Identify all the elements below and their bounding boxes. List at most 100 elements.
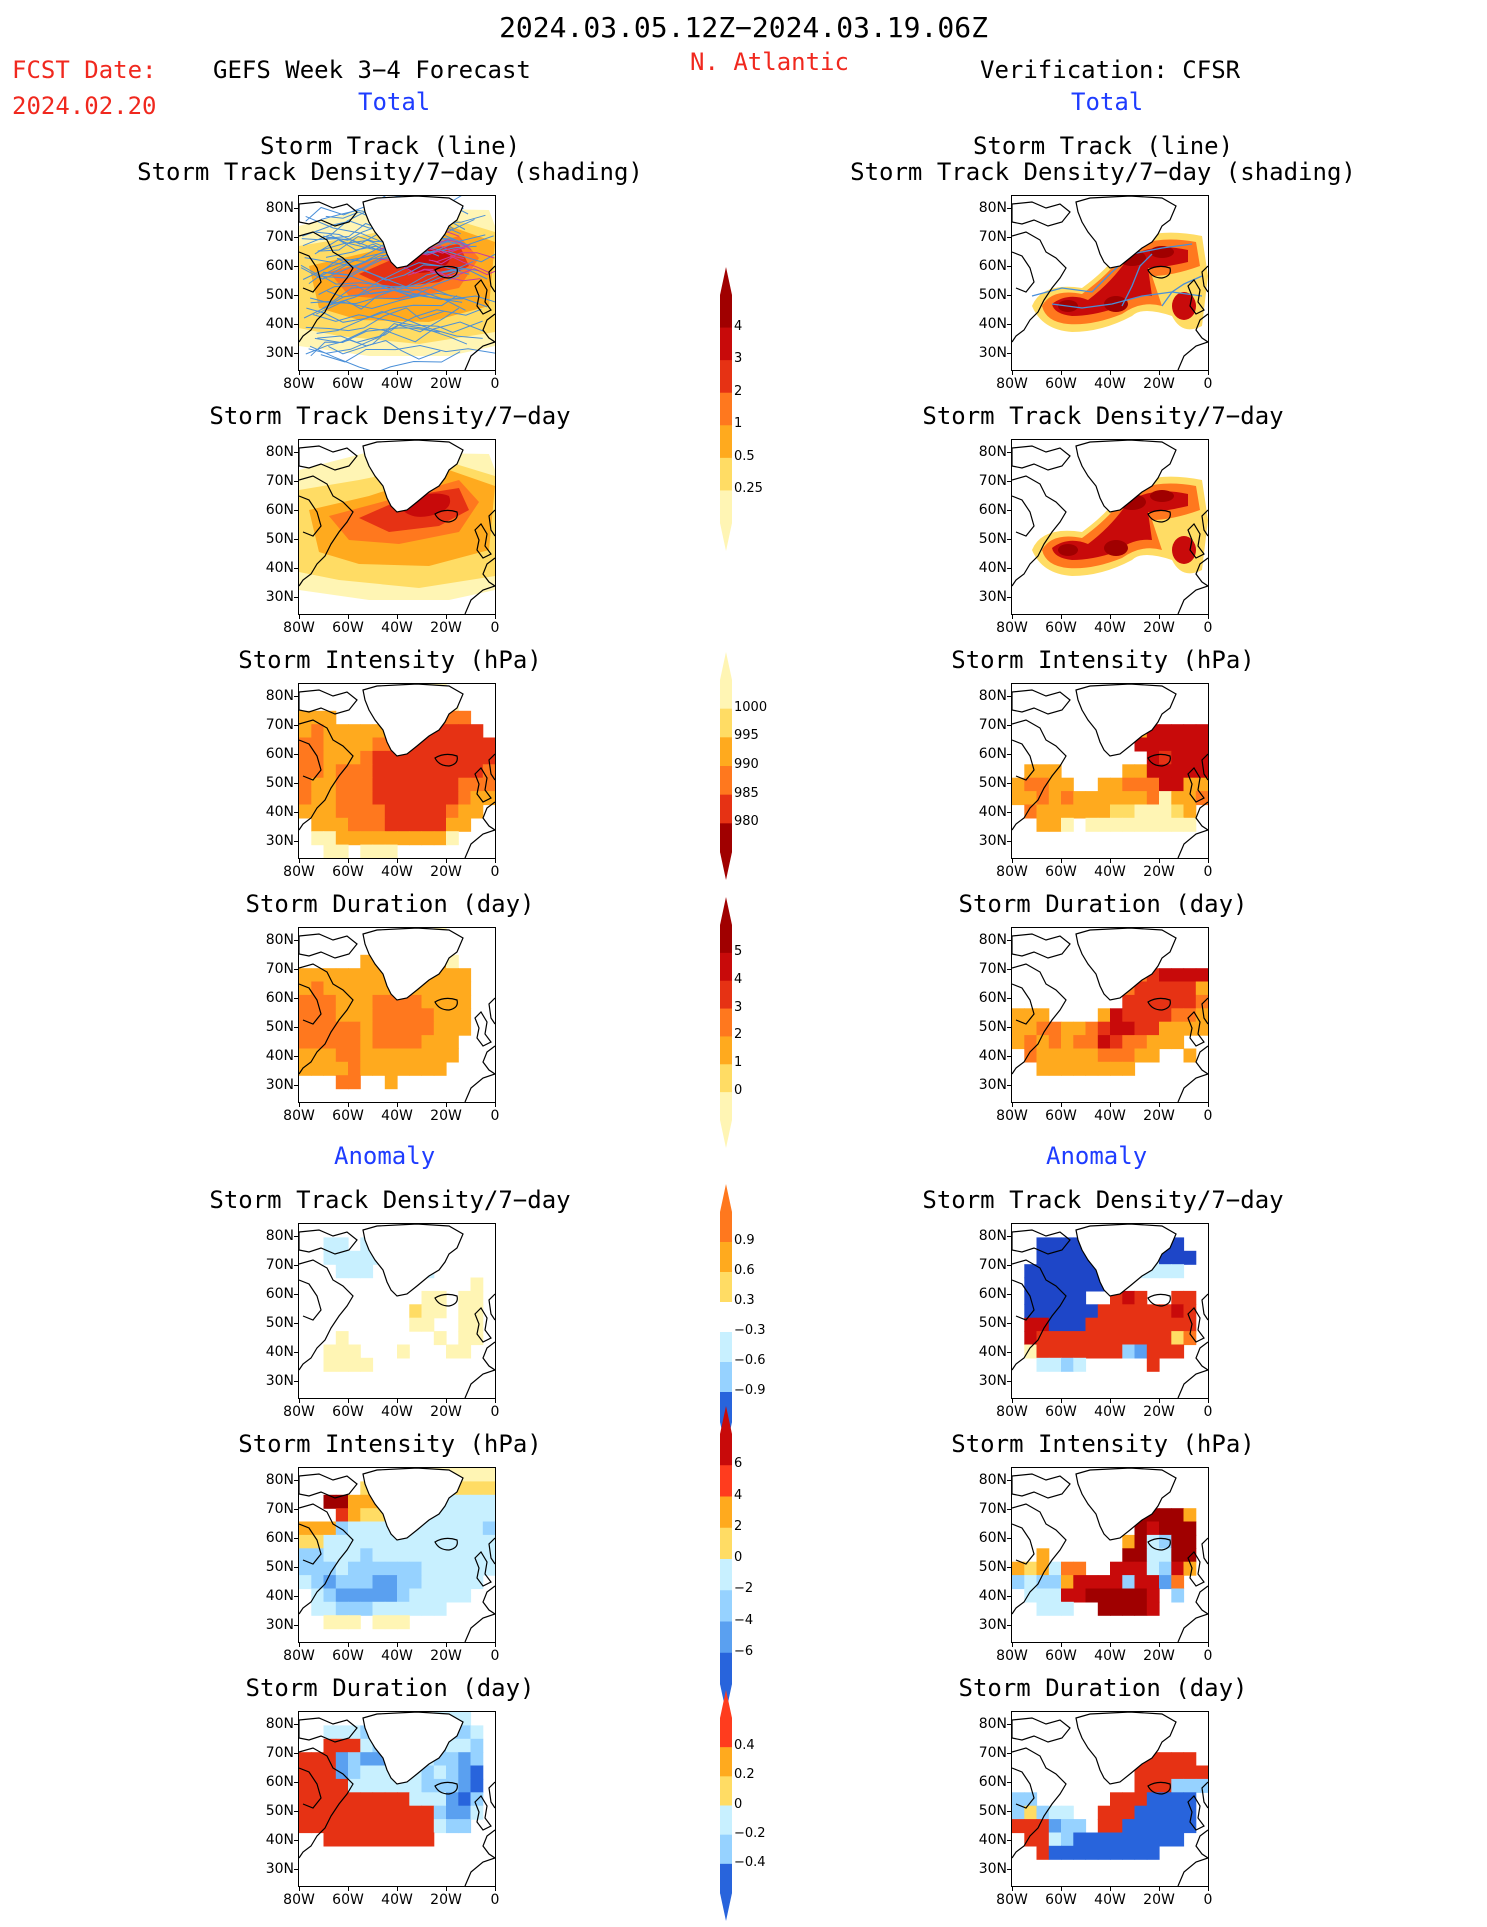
map-duration-anom-left xyxy=(298,1711,496,1887)
panel-title-duration-anom-right: Storm Duration (day) xyxy=(958,1674,1248,1702)
lat-tick xyxy=(294,324,298,325)
colorbar-label: 2 xyxy=(734,1518,743,1534)
lat-tick-label: 80N xyxy=(265,688,294,704)
lat-tick xyxy=(294,998,298,999)
lat-tick xyxy=(1007,1509,1011,1510)
panel-title-density-right: Storm Track Density/7−day xyxy=(922,402,1284,430)
lat-tick-label: 70N xyxy=(978,961,1007,977)
colorbar-label: 980 xyxy=(734,814,759,830)
lon-tick-label: 20W xyxy=(430,376,462,392)
lat-tick xyxy=(1007,1323,1011,1324)
lat-tick xyxy=(294,481,298,482)
lat-tick xyxy=(294,568,298,569)
lon-tick xyxy=(397,1103,398,1107)
colorbar-label: 0.6 xyxy=(734,1263,755,1278)
lon-tick xyxy=(348,859,349,863)
lat-tick-label: 30N xyxy=(265,1077,294,1093)
lon-tick-label: 80W xyxy=(283,1648,315,1664)
panel-title-density-anom-left: Storm Track Density/7−day xyxy=(209,1186,571,1214)
lat-tick xyxy=(1007,1840,1011,1841)
lat-tick xyxy=(294,1811,298,1812)
lon-tick-label: 20W xyxy=(1143,376,1175,392)
colorbar-label: 5 xyxy=(734,943,743,959)
lat-tick xyxy=(294,1027,298,1028)
panel-title-track-shading-right: Storm Track Density/7−day (shading) xyxy=(850,158,1356,186)
lon-tick xyxy=(397,1887,398,1891)
lat-tick-label: 60N xyxy=(265,1774,294,1790)
lon-tick xyxy=(1110,615,1111,619)
lat-tick xyxy=(294,1381,298,1382)
map-density-anom-left xyxy=(298,1223,496,1399)
lat-tick-label: 60N xyxy=(265,258,294,274)
colorbar-label: 1 xyxy=(734,416,743,432)
lon-tick-label: 80W xyxy=(996,1404,1028,1420)
lon-tick xyxy=(1012,1887,1013,1891)
lat-tick xyxy=(1007,998,1011,999)
lat-tick-label: 80N xyxy=(978,200,1007,216)
lon-tick xyxy=(397,371,398,375)
colorbar-label: 6 xyxy=(734,1456,743,1472)
lon-tick xyxy=(1012,1103,1013,1107)
lon-tick-label: 20W xyxy=(1143,1892,1175,1908)
lat-tick-label: 80N xyxy=(265,1716,294,1732)
lon-tick xyxy=(299,1103,300,1107)
lon-tick xyxy=(1061,615,1062,619)
period-title: 2024.03.05.12Z−2024.03.19.06Z xyxy=(499,11,988,44)
map-track-right xyxy=(1011,195,1209,371)
lat-tick-label: 70N xyxy=(978,1257,1007,1273)
lat-tick xyxy=(294,1352,298,1353)
lat-tick-label: 60N xyxy=(978,746,1007,762)
lon-tick-label: 40W xyxy=(1094,1404,1126,1420)
map-duration-left xyxy=(298,927,496,1103)
lat-tick-label: 50N xyxy=(978,1019,1007,1035)
lon-tick xyxy=(495,1103,496,1107)
lat-tick-label: 60N xyxy=(265,746,294,762)
lon-tick-label: 60W xyxy=(1045,1892,1077,1908)
lon-tick-label: 40W xyxy=(1094,1892,1126,1908)
lat-tick-label: 30N xyxy=(978,1373,1007,1389)
lat-tick xyxy=(1007,969,1011,970)
lon-tick-label: 60W xyxy=(1045,1108,1077,1124)
lon-tick-label: 20W xyxy=(1143,1108,1175,1124)
lat-tick xyxy=(1007,783,1011,784)
lat-tick xyxy=(1007,1869,1011,1870)
lon-tick-label: 20W xyxy=(1143,1648,1175,1664)
lon-tick xyxy=(1110,859,1111,863)
lat-tick-label: 70N xyxy=(265,961,294,977)
lon-tick xyxy=(1110,1103,1111,1107)
lat-tick xyxy=(294,1625,298,1626)
panel-title-duration-right: Storm Duration (day) xyxy=(958,890,1248,918)
lat-tick xyxy=(294,510,298,511)
lat-tick-label: 80N xyxy=(978,1472,1007,1488)
lat-tick-label: 40N xyxy=(978,1588,1007,1604)
lon-tick xyxy=(1159,1103,1160,1107)
lon-tick-label: 40W xyxy=(381,620,413,636)
lat-tick xyxy=(294,1840,298,1841)
lat-tick-label: 80N xyxy=(978,688,1007,704)
lat-tick-label: 40N xyxy=(978,804,1007,820)
lon-tick xyxy=(446,859,447,863)
lon-tick xyxy=(1208,371,1209,375)
lat-tick-label: 30N xyxy=(978,1617,1007,1633)
lon-tick-label: 20W xyxy=(430,1892,462,1908)
lon-tick-label: 40W xyxy=(381,1108,413,1124)
lon-tick xyxy=(1159,371,1160,375)
lon-tick-label: 20W xyxy=(430,620,462,636)
lon-tick-label: 40W xyxy=(381,864,413,880)
lat-tick xyxy=(1007,725,1011,726)
lon-tick-label: 80W xyxy=(283,376,315,392)
lon-tick-label: 20W xyxy=(430,1404,462,1420)
lat-tick-label: 30N xyxy=(265,1373,294,1389)
colorbar-label: 3 xyxy=(734,999,743,1015)
lat-tick-label: 70N xyxy=(265,473,294,489)
lon-tick xyxy=(1012,615,1013,619)
lat-tick xyxy=(1007,1236,1011,1237)
panel-title-track-line-left: Storm Track (line) xyxy=(259,132,521,160)
lat-tick-label: 50N xyxy=(978,531,1007,547)
lon-tick xyxy=(1012,1643,1013,1647)
lat-tick-label: 50N xyxy=(978,1559,1007,1575)
colorbar-label: 0.4 xyxy=(734,1738,755,1754)
colorbar-intensity-anom xyxy=(712,1404,752,1718)
colorbar-intensity-total xyxy=(712,650,752,886)
panel-title-intensity-anom-right: Storm Intensity (hPa) xyxy=(951,1430,1255,1458)
